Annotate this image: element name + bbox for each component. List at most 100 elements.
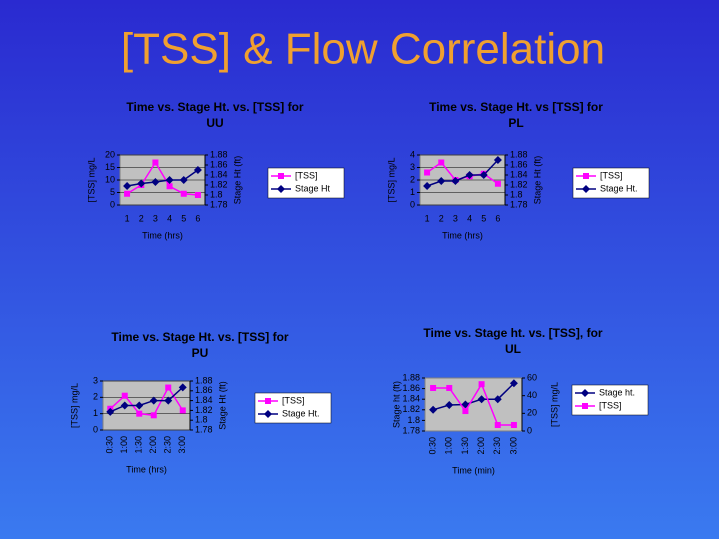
chart-title: Time vs. Stage Ht. vs. [TSS] for [126, 100, 303, 114]
data-point [166, 183, 173, 190]
legend-marker [581, 389, 589, 397]
y-axis-label: [TSS] mg/L [386, 157, 396, 202]
data-point [424, 169, 431, 176]
slide-title: [TSS] & Flow Correlation [121, 25, 605, 74]
y-tick-label: 0 [110, 199, 115, 209]
chart-title: Time vs. Stage ht. vs. [TSS], for [423, 326, 602, 340]
data-point [479, 171, 488, 179]
y-tick-label: 1.82 [402, 404, 420, 414]
y-tick-label: 2 [410, 174, 415, 184]
legend-label: [TSS] [295, 170, 318, 180]
y2-tick-label: 1.86 [210, 159, 228, 169]
y2-axis-label: Stage Ht (ft) [232, 156, 242, 205]
data-point [446, 384, 453, 391]
y-axis-label: [TSS] mg/L [86, 157, 96, 202]
data-point [437, 177, 446, 185]
data-point [510, 421, 517, 428]
plot-area [102, 380, 191, 431]
legend-marker [277, 185, 285, 193]
x-tick-label: 4 [167, 213, 172, 223]
data-point [179, 407, 186, 414]
data-point [438, 159, 445, 166]
y2-tick-label: 1.84 [510, 169, 528, 179]
data-point [462, 408, 469, 415]
legend-marker [583, 173, 589, 179]
y-tick-label: 5 [110, 187, 115, 197]
x-tick-label: 4 [467, 213, 472, 223]
x-tick-label: 2:30 [492, 437, 502, 455]
y2-tick-label: 1.78 [195, 424, 213, 434]
y2-tick-label: 1.84 [210, 169, 228, 179]
data-point [178, 383, 187, 392]
y2-axis-label: [TSS] mg/L [549, 382, 559, 427]
data-point [135, 401, 144, 410]
x-tick-label: 5 [181, 213, 186, 223]
chart-title: Time vs. Stage Ht. vs. [TSS] for [111, 330, 288, 344]
x-tick-label: 6 [495, 213, 500, 223]
y2-tick-label: 1.84 [195, 395, 213, 405]
y-tick-label: 1.78 [402, 425, 420, 435]
legend-marker [582, 185, 590, 193]
legend-marker [278, 173, 284, 179]
y2-tick-label: 1.88 [210, 149, 228, 159]
y2-tick-label: 1.78 [510, 199, 528, 209]
data-point [430, 384, 437, 391]
legend-marker [265, 398, 271, 404]
y2-axis-label: Stage Ht (ft) [217, 381, 227, 430]
data-point [429, 405, 438, 414]
data-point [121, 392, 128, 399]
data-point [423, 182, 432, 190]
y2-tick-label: 1.82 [510, 179, 528, 189]
data-point [164, 396, 173, 405]
x-tick-label: 2:30 [163, 436, 173, 454]
y-tick-label: 3 [410, 162, 415, 172]
y-tick-label: 1 [93, 408, 98, 418]
x-tick-label: 5 [481, 213, 486, 223]
data-point [152, 159, 159, 166]
data-point [493, 395, 502, 404]
y2-tick-label: 1.82 [195, 405, 213, 415]
y-tick-label: 1.88 [402, 372, 420, 382]
y2-tick-label: 1.86 [195, 385, 213, 395]
y-tick-label: 0 [93, 424, 98, 434]
legend-label: Stage Ht. [282, 408, 320, 418]
chart-title: UL [505, 342, 521, 356]
x-tick-label: 1:30 [134, 436, 144, 454]
data-point [124, 190, 131, 197]
x-tick-label: 3 [453, 213, 458, 223]
y-tick-label: 1.86 [402, 383, 420, 393]
chart-title: Time vs. Stage Ht. vs [TSS] for [429, 100, 603, 114]
y-axis-label: [TSS] mg/L [69, 383, 79, 428]
data-point [465, 171, 474, 179]
data-point [150, 412, 157, 419]
y2-tick-label: 1.88 [195, 375, 213, 385]
data-point [509, 379, 518, 388]
y2-tick-label: 1.88 [510, 149, 528, 159]
x-tick-label: 3:00 [508, 437, 518, 455]
y2-tick-label: 1.8 [210, 189, 223, 199]
y2-tick-label: 0 [527, 425, 532, 435]
data-point [120, 401, 129, 410]
data-point [123, 182, 132, 190]
data-point [165, 176, 174, 184]
x-tick-label: 2 [439, 213, 444, 223]
x-tick-label: 0:30 [105, 436, 115, 454]
chart-title: PL [508, 116, 523, 130]
y-tick-label: 0 [410, 199, 415, 209]
x-tick-label: 1 [125, 213, 130, 223]
y-tick-label: 1.8 [407, 415, 420, 425]
y-tick-label: 15 [105, 162, 115, 172]
data-point [165, 384, 172, 391]
plot-area [424, 377, 523, 432]
y2-tick-label: 1.8 [510, 189, 523, 199]
y-tick-label: 1.84 [402, 394, 420, 404]
data-point [445, 401, 454, 410]
x-tick-label: 3 [153, 213, 158, 223]
x-tick-label: 1 [425, 213, 430, 223]
x-tick-label: 3:00 [177, 436, 187, 454]
y2-tick-label: 20 [527, 408, 537, 418]
x-tick-label: 0:30 [427, 437, 437, 455]
data-point [106, 407, 115, 416]
x-tick-label: 1:30 [460, 437, 470, 455]
